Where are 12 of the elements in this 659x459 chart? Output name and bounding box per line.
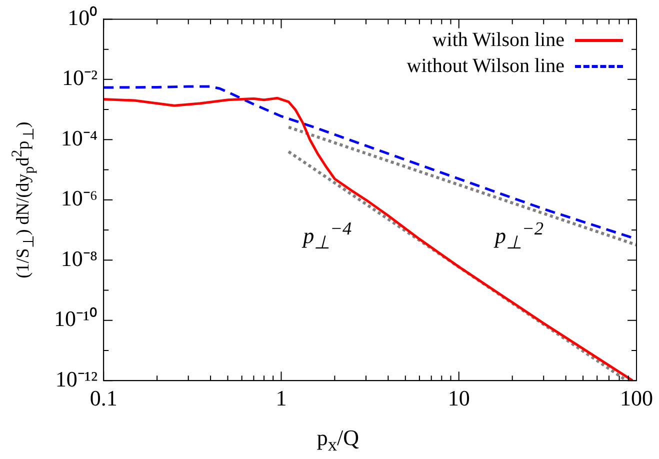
x-tick-label: 10 [448,386,470,411]
y-tick-label: 10⁻⁴ [60,125,98,150]
y-tick-label: 10⁻² [62,65,98,90]
y-tick-label: 10⁻⁸ [60,246,98,271]
y-tick-label: 10⁻⁶ [60,186,98,211]
y-tick-label: 10⁰ [68,4,98,30]
legend-label: without Wilson line [406,54,564,78]
y-tick-label: 10⁻¹⁰ [54,306,98,332]
legend-label: with Wilson line [432,28,564,52]
x-tick-label: 1 [276,386,287,411]
x-axis-title: p$_{x}$/Q [316,425,360,456]
x-tick-label: 100 [620,386,653,411]
